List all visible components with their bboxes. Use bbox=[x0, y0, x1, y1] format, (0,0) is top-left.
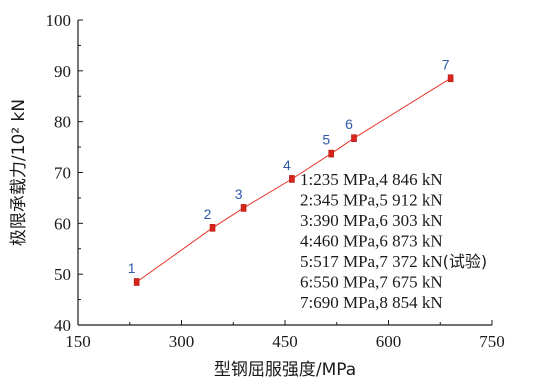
data-point-marker bbox=[240, 204, 247, 212]
data-point-marker bbox=[133, 278, 140, 286]
y-tick-label: 60 bbox=[54, 214, 71, 233]
x-tick-label: 750 bbox=[479, 332, 505, 351]
annotation-text: 3:390 MPa,6 303 kN bbox=[300, 211, 443, 230]
annotation-line: 6:550 MPa,7 675 kN bbox=[300, 273, 443, 292]
x-tick-label: 450 bbox=[272, 332, 298, 351]
x-tick-label: 300 bbox=[169, 332, 195, 351]
x-axis-title: 型钢屈服强度/MPa bbox=[214, 360, 356, 380]
data-point-label: 1 bbox=[128, 260, 136, 276]
data-point-label: 4 bbox=[283, 157, 291, 173]
data-point-label: 5 bbox=[322, 132, 330, 148]
annotation-text: 4:460 MPa,6 873 kN bbox=[300, 232, 443, 251]
annotation-text: 6:550 MPa,7 675 kN bbox=[300, 273, 443, 292]
annotation-line: 2:345 MPa,5 912 kN bbox=[300, 191, 443, 210]
data-point-label: 6 bbox=[345, 116, 353, 132]
x-tick-label: 150 bbox=[65, 332, 91, 351]
y-tick-label: 100 bbox=[46, 11, 72, 30]
data-point-marker bbox=[289, 175, 295, 183]
y-tick-label: 80 bbox=[54, 113, 71, 132]
annotation-text: 1:235 MPa,4 846 kN bbox=[300, 170, 443, 189]
data-point-marker bbox=[447, 74, 454, 83]
y-tick-label: 70 bbox=[54, 164, 71, 183]
annotation-line: 4:460 MPa,6 873 kN bbox=[300, 232, 443, 251]
x-tick-label: 600 bbox=[376, 332, 402, 351]
y-tick-label: 90 bbox=[54, 62, 71, 81]
data-point-label: 3 bbox=[235, 186, 243, 202]
annotation-line: 5:517 MPa,7 372 kN(试验) bbox=[300, 252, 487, 271]
annotation-line: 7:690 MPa,8 854 kN bbox=[300, 293, 443, 312]
y-axis-title: 极限承载力/10² kN bbox=[9, 99, 29, 246]
annotation-line: 1:235 MPa,4 846 kN bbox=[300, 170, 443, 189]
y-tick-label: 50 bbox=[54, 265, 71, 284]
annotation-text: 5:517 MPa,7 372 kN bbox=[300, 252, 443, 271]
data-point-label: 2 bbox=[204, 206, 212, 222]
data-point-marker bbox=[209, 224, 216, 232]
annotation-line: 3:390 MPa,6 303 kN bbox=[300, 211, 443, 230]
data-point-marker bbox=[328, 149, 335, 158]
data-point-label: 7 bbox=[442, 56, 450, 72]
annotation-text: 2:345 MPa,5 912 kN bbox=[300, 191, 443, 210]
annotation-text: 7:690 MPa,8 854 kN bbox=[300, 293, 443, 312]
y-tick-label: 40 bbox=[54, 316, 71, 335]
data-point-marker bbox=[351, 134, 357, 142]
annotation-suffix: (试验) bbox=[443, 252, 488, 271]
